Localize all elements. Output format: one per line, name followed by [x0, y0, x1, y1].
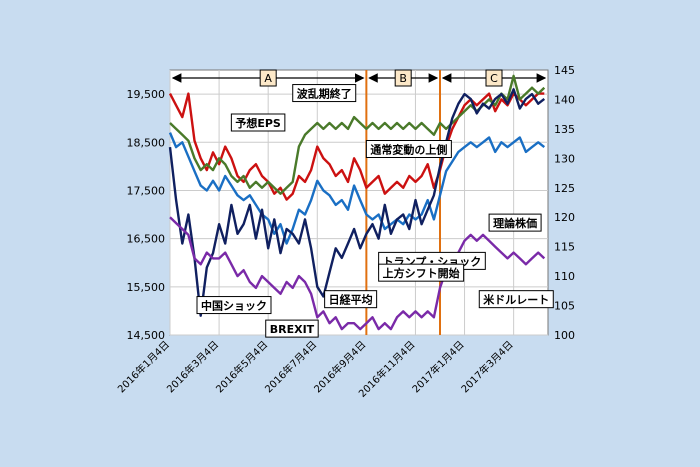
x-tick-label: 2016年1月4日 [115, 338, 172, 395]
annotation-label: 上方シフト開始 [383, 266, 460, 280]
x-tick-label: 2016年5月4日 [213, 338, 270, 395]
y-tick-label-left: 18,500 [127, 136, 166, 149]
x-tick-label: 2017年3月4日 [458, 338, 515, 395]
y-tick-label-right: 130 [554, 152, 575, 165]
series-line [169, 216, 546, 331]
segment-label: A [264, 72, 272, 85]
annotation-box [378, 263, 465, 282]
annotation-label: BREXIT [270, 323, 315, 336]
annotation-box [265, 319, 319, 338]
y-tick-label-right: 115 [554, 241, 575, 254]
x-tick-label: 2016年3月4日 [164, 338, 221, 395]
x-tick-label: 2016年7月4日 [262, 338, 319, 395]
x-tick-label: 2016年9月4日 [311, 338, 368, 395]
annotations: 波乱期終了予想EPS通常変動の上側理論株価トランプ・ショック上方シフト開始米ドル… [196, 84, 554, 338]
y-tick-label-left: 19,500 [127, 88, 166, 101]
y-tick-label-right: 125 [554, 182, 575, 195]
y-tick-label-right: 105 [554, 300, 575, 313]
y-tick-label-right: 110 [554, 270, 575, 283]
y-tick-label-left: 14,500 [127, 329, 166, 342]
annotation-label: 日経平均 [329, 293, 373, 307]
x-axis: 2016年1月4日2016年3月4日2016年5月4日2016年7月4日2016… [115, 338, 516, 400]
y-tick-label-right: 100 [554, 329, 575, 342]
y-axis-right: 145 140 135 130 125 120 115 110 105 100 [554, 64, 575, 342]
segment-markers: A B C [171, 69, 547, 335]
annotation-box [488, 213, 542, 232]
annotation-box [478, 290, 554, 309]
y-tick-label-right: 140 [554, 93, 575, 106]
y-tick-label-right: 135 [554, 123, 575, 136]
segment-label-box [394, 69, 412, 87]
annotation-label: 中国ショック [201, 299, 267, 313]
series-lines [168, 74, 546, 331]
annotation-label: 理論株価 [493, 216, 537, 230]
y-tick-label-right: 145 [554, 64, 575, 77]
annotation-label: 通常変動の上側 [370, 143, 447, 157]
annotation-label: 波乱期終了 [297, 87, 352, 101]
y-tick-label-left: 15,500 [127, 281, 166, 294]
annotation-label: 予想EPS [235, 116, 281, 130]
segment-label: C [490, 72, 498, 85]
segment-label: B [399, 72, 407, 85]
series-line [168, 88, 546, 317]
annotation-box [230, 113, 286, 132]
segment-label-box [259, 69, 277, 87]
annotation-label: 米ドルレート [482, 293, 549, 307]
annotation-box [292, 84, 357, 103]
annotation-box [324, 290, 378, 309]
x-tick-label: 2017年1月4日 [409, 338, 466, 395]
segment-label-box [485, 69, 503, 87]
y-tick-label-left: 16,500 [127, 233, 166, 246]
y-axis-left: 19,500 18,500 17,500 16,500 15,500 14,500 [127, 88, 166, 342]
annotation-box [196, 296, 272, 315]
annotation-box [365, 140, 452, 158]
series-line [168, 92, 545, 201]
y-tick-label-left: 17,500 [127, 184, 166, 197]
y-tick-label-right: 120 [554, 211, 575, 224]
series-line [168, 132, 546, 245]
